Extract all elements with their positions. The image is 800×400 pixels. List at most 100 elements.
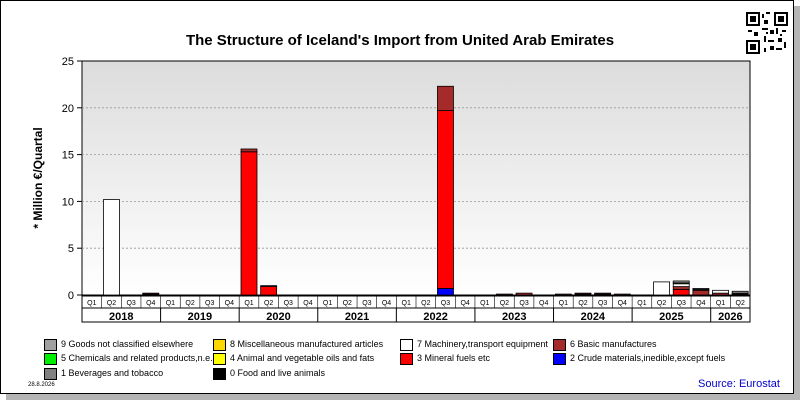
year-label: 2019 [188,311,212,323]
quarter-label: Q3 [205,300,214,307]
source-text: Source: Eurostat [698,378,780,390]
legend-label: 2 Crude materials,inedible,except fuels [570,353,726,363]
bar-segment [437,288,454,296]
legend-label: 7 Machinery,transport equipment [417,339,548,349]
legend-swatch [44,368,57,380]
legend-label: 3 Mineral fuels etc [417,353,491,363]
year-band [81,307,751,323]
quarter-label: Q1 [87,300,96,307]
legend-label: 0 Food and live animals [230,368,326,378]
quarter-label: Q4 [696,300,705,307]
quarter-label: Q1 [559,300,568,307]
bar-segment [594,292,612,295]
legend-swatch [44,353,57,365]
chart-title: The Structure of Iceland's Import from U… [185,32,615,49]
plot-area [81,60,751,296]
legend-swatch [213,353,226,365]
quarter-label: Q3 [441,300,450,307]
quarter-label: Q2 [500,300,509,307]
bar-segment [692,289,710,296]
legend-swatch [400,353,413,365]
bar-segment [712,289,729,294]
legend-swatch [553,353,566,365]
bar-segment [496,293,513,296]
bar-segment [437,110,454,289]
grid-lines [82,107,750,249]
legend-label: 4 Animal and vegetable oils and fats [230,353,375,363]
legend-swatch [213,368,226,380]
quarter-label: Q3 [598,300,607,307]
quarter-label: Q4 [225,300,234,307]
year-label: 2018 [109,311,133,323]
legend-label: 9 Goods not classified elsewhere [61,339,194,349]
bar-segment [574,292,592,295]
quarter-label: Q2 [578,300,587,307]
quarter-label: Q1 [402,300,411,307]
quarter-label: Q1 [480,300,489,307]
bar-segment [692,288,710,290]
quarter-label: Q4 [460,300,469,307]
legend-swatch [213,339,226,351]
bar-segment [672,280,690,284]
quarter-label: Q3 [126,300,135,307]
quarter-label: Q1 [323,300,332,307]
quarter-label: Q1 [244,300,253,307]
legend-swatch [400,339,413,351]
legend-label: 8 Miscellaneous manufactured articles [230,339,384,349]
quarter-label: Q2 [107,300,116,307]
x-axis: Q1 Q2 Q3 Q4 Q1 Q2 Q3 Q4 Q1 Q2 Q3 Q4 Q1 Q2 Q3 Q4 Q1 Q2 Q3 Q4… [81,295,751,323]
quarter-label: Q4 [382,300,391,307]
quarter-label: Q4 [146,300,155,307]
legend-swatch [553,339,566,351]
bar-segment [142,292,160,295]
quarter-label: Q3 [677,300,686,307]
date-stamp: 28.8.2026 [28,382,55,388]
year-label: 2022 [423,311,447,323]
qr-code-icon [746,12,788,54]
bar-segment [260,285,278,287]
quarter-label: Q4 [303,300,312,307]
year-label: 2021 [345,311,369,323]
bar-segment [672,286,690,290]
bar-segment [672,288,690,296]
quarter-label: Q2 [185,300,194,307]
bar-segment [103,199,120,296]
y-axis-label: * Million €/Quartal [31,127,45,228]
year-label: 2024 [581,311,606,323]
quarter-label: Q2 [736,300,745,307]
bar-segment [260,286,278,296]
bar-segment [672,283,690,287]
bars [103,85,749,296]
y-tick-label: 25 [62,56,74,68]
legend-swatch [44,339,57,351]
bar-segment [240,148,258,153]
y-tick-label: 15 [62,150,74,162]
legend-label: 5 Chemicals and related products,n.e.s. [61,353,220,363]
year-label: 2026 [718,311,742,323]
legend-label: 1 Beverages and tobacco [61,368,164,378]
bar-segment [240,151,258,296]
quarter-label: Q4 [539,300,548,307]
y-tick-label: 5 [68,243,74,255]
y-tick-label: 0 [68,290,74,302]
quarter-label: Q2 [421,300,430,307]
bar-segment [613,293,631,296]
quarter-label: Q2 [657,300,666,307]
quarter-label: Q2 [264,300,273,307]
year-label: 2025 [659,311,683,323]
year-label: 2023 [502,311,526,323]
quarter-label: Q1 [637,300,646,307]
bar-segment [437,85,454,112]
bar-segment [515,292,533,296]
quarter-label: Q3 [519,300,528,307]
quarter-label: Q1 [166,300,175,307]
quarter-label: Q3 [362,300,371,307]
quarter-label: Q4 [618,300,627,307]
bar-segment [653,281,670,296]
quarter-label: Q3 [284,300,293,307]
bar-segment [731,290,749,294]
year-label: 2020 [266,311,290,323]
y-axis: 0 5 10 15 20 25 [62,56,82,302]
y-tick-label: 20 [62,103,74,115]
